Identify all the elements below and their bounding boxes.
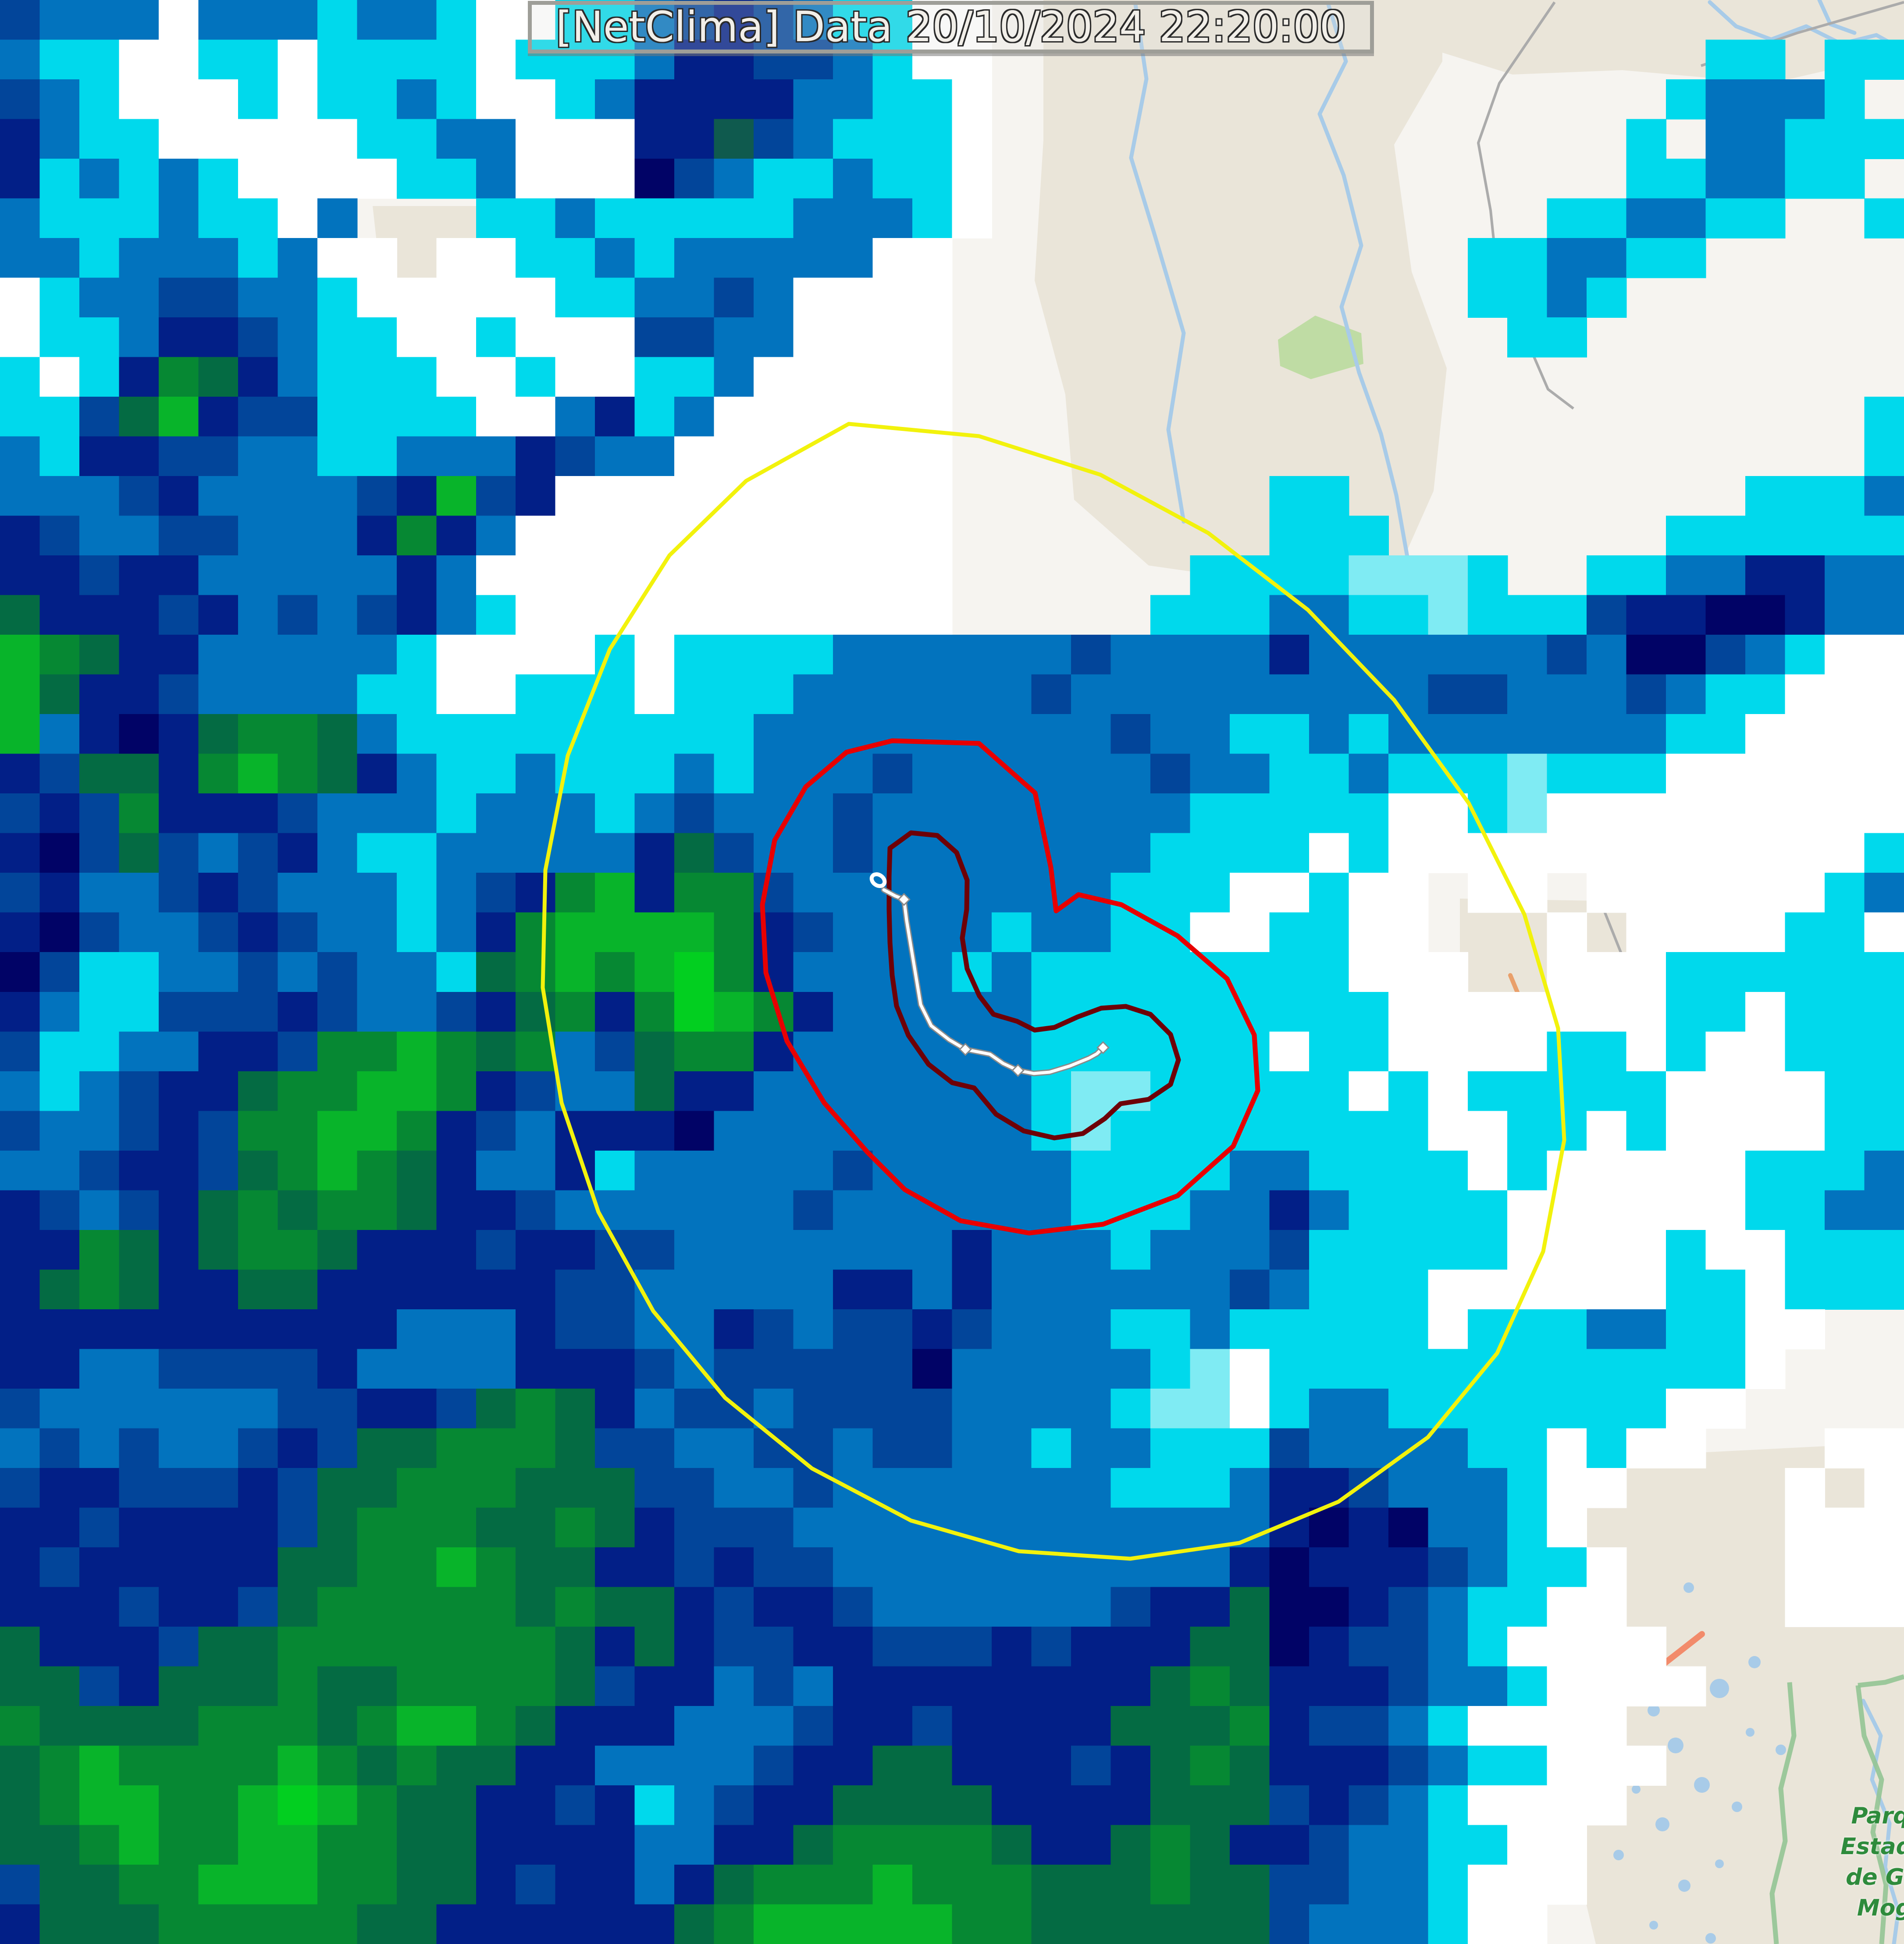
yellow-range-circle	[541, 422, 1566, 1561]
storm-track-marker	[897, 893, 911, 906]
storm-track-layer	[869, 872, 1110, 1077]
storm-track-start-loop	[869, 872, 887, 888]
dark-red-storm-contour	[886, 830, 1181, 1141]
timestamp-banner: [NetClima] Data 20/10/2024 22:20:00	[528, 1, 1374, 53]
timestamp-text: [NetClima] Data 20/10/2024 22:20:00	[555, 3, 1346, 51]
red-storm-contour	[760, 738, 1260, 1236]
storm-track-marker	[1011, 1064, 1025, 1077]
storm-track-line	[882, 888, 1105, 1075]
storm-track-marker	[1096, 1041, 1110, 1054]
storm-contours-layer	[541, 422, 1566, 1561]
storm-track-marker	[959, 1043, 972, 1056]
